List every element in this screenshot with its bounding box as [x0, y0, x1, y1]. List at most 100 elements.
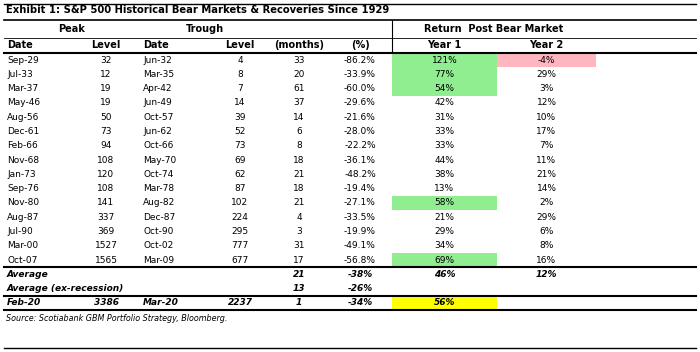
Text: -19.4%: -19.4%	[344, 184, 376, 193]
Text: 8%: 8%	[539, 241, 554, 250]
Text: -33.5%: -33.5%	[344, 213, 376, 222]
Text: 21: 21	[293, 199, 304, 207]
Text: -48.2%: -48.2%	[344, 170, 376, 179]
Text: 1: 1	[296, 298, 302, 307]
Text: 19: 19	[100, 99, 112, 107]
Text: -19.9%: -19.9%	[344, 227, 376, 236]
Text: 69%: 69%	[435, 256, 454, 264]
Text: Aug-56: Aug-56	[7, 113, 39, 122]
Text: Level: Level	[91, 40, 120, 50]
Text: May-70: May-70	[143, 156, 176, 165]
Text: 73: 73	[100, 127, 112, 136]
Text: 69: 69	[234, 156, 246, 165]
Text: Dec-61: Dec-61	[7, 127, 39, 136]
Text: 369: 369	[97, 227, 115, 236]
Text: 18: 18	[293, 156, 304, 165]
Text: Jan-73: Jan-73	[7, 170, 36, 179]
Text: Jul-90: Jul-90	[7, 227, 33, 236]
Text: 3%: 3%	[539, 84, 554, 93]
Text: 73: 73	[234, 141, 246, 150]
Text: Return  Post Bear Market: Return Post Bear Market	[424, 24, 564, 34]
Text: 120: 120	[97, 170, 115, 179]
Text: 33%: 33%	[435, 127, 454, 136]
Text: 17%: 17%	[536, 127, 557, 136]
Text: -60.0%: -60.0%	[344, 84, 376, 93]
Text: Apr-42: Apr-42	[143, 84, 172, 93]
Text: 14: 14	[293, 113, 304, 122]
Text: 12%: 12%	[536, 99, 557, 107]
Text: 6: 6	[296, 127, 302, 136]
Text: Jun-49: Jun-49	[143, 99, 172, 107]
Text: Nov-80: Nov-80	[7, 199, 39, 207]
Text: Feb-20: Feb-20	[7, 298, 41, 307]
Text: -56.8%: -56.8%	[344, 256, 376, 264]
Text: -34%: -34%	[347, 298, 372, 307]
Text: 39: 39	[234, 113, 246, 122]
Text: Jun-62: Jun-62	[143, 127, 172, 136]
Text: 21%: 21%	[536, 170, 557, 179]
Text: -27.1%: -27.1%	[344, 199, 376, 207]
Text: 8: 8	[237, 70, 243, 79]
Text: 29%: 29%	[536, 70, 557, 79]
Text: 121%: 121%	[432, 56, 457, 65]
Text: 38%: 38%	[435, 170, 454, 179]
Text: 94: 94	[100, 141, 112, 150]
Text: 224: 224	[232, 213, 248, 222]
Text: 7: 7	[237, 84, 243, 93]
Text: 20: 20	[293, 70, 304, 79]
Text: 2237: 2237	[228, 298, 253, 307]
Text: 13: 13	[293, 284, 305, 293]
Text: Mar-00: Mar-00	[7, 241, 38, 250]
Text: -26%: -26%	[347, 284, 372, 293]
Text: 44%: 44%	[435, 156, 454, 165]
Text: 18: 18	[293, 184, 304, 193]
Text: Sep-29: Sep-29	[7, 56, 38, 65]
Text: 14%: 14%	[536, 184, 557, 193]
Text: 77%: 77%	[435, 70, 454, 79]
Text: 4: 4	[237, 56, 243, 65]
Text: Mar-78: Mar-78	[143, 184, 174, 193]
Text: Oct-57: Oct-57	[143, 113, 174, 122]
Text: 10%: 10%	[536, 113, 557, 122]
Text: Trough: Trough	[186, 24, 224, 34]
Bar	[497, 53, 596, 67]
Text: 12%: 12%	[536, 270, 557, 279]
Text: 108: 108	[97, 156, 115, 165]
Text: May-46: May-46	[7, 99, 40, 107]
Text: -22.2%: -22.2%	[344, 141, 376, 150]
Text: 33%: 33%	[435, 141, 454, 150]
Text: 16%: 16%	[536, 256, 557, 264]
Bar	[392, 253, 497, 267]
Text: 34%: 34%	[435, 241, 454, 250]
Text: 8: 8	[296, 141, 302, 150]
Bar	[392, 53, 497, 67]
Bar	[392, 82, 497, 96]
Text: Exhibit 1: S&P 500 Historical Bear Markets & Recoveries Since 1929: Exhibit 1: S&P 500 Historical Bear Marke…	[6, 5, 389, 15]
Text: 58%: 58%	[435, 199, 454, 207]
Text: 1527: 1527	[94, 241, 118, 250]
Text: -29.6%: -29.6%	[344, 99, 376, 107]
Text: Oct-02: Oct-02	[143, 241, 174, 250]
Text: 31: 31	[293, 241, 304, 250]
Text: 777: 777	[232, 241, 248, 250]
Text: 21%: 21%	[435, 213, 454, 222]
Text: -33.9%: -33.9%	[344, 70, 376, 79]
Text: Sep-76: Sep-76	[7, 184, 39, 193]
Text: 46%: 46%	[434, 270, 455, 279]
Text: 31%: 31%	[435, 113, 454, 122]
Text: -49.1%: -49.1%	[344, 241, 376, 250]
Text: 6%: 6%	[539, 227, 554, 236]
Text: 141: 141	[97, 199, 115, 207]
Text: 13%: 13%	[435, 184, 454, 193]
Text: Date: Date	[7, 40, 33, 50]
Text: -4%: -4%	[538, 56, 555, 65]
Text: 17: 17	[293, 256, 304, 264]
Text: Oct-07: Oct-07	[7, 256, 37, 264]
Text: Mar-20: Mar-20	[143, 298, 179, 307]
Text: Dec-87: Dec-87	[143, 213, 175, 222]
Text: Aug-87: Aug-87	[7, 213, 39, 222]
Text: (%): (%)	[351, 40, 370, 50]
Text: 21: 21	[293, 270, 305, 279]
Bar	[392, 67, 497, 82]
Text: Nov-68: Nov-68	[7, 156, 39, 165]
